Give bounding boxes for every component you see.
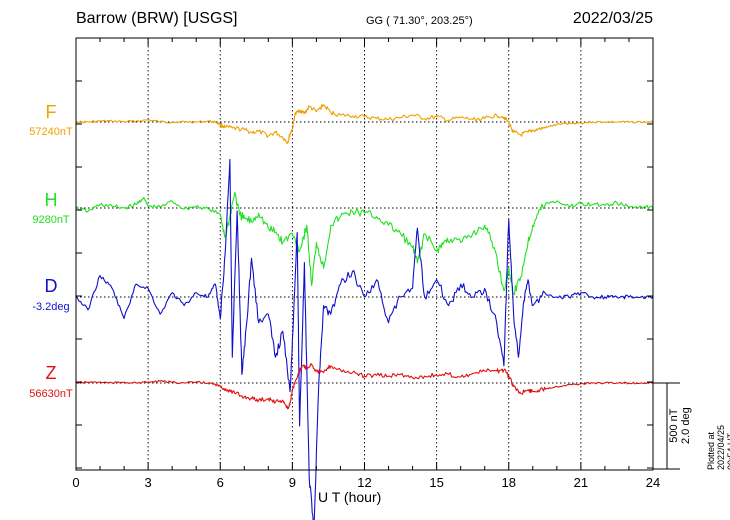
- frame-layer: [75, 37, 680, 471]
- x-tick-label-12: 12: [357, 475, 372, 490]
- series-line-d: [75, 158, 654, 520]
- grid-layer: [76, 38, 653, 470]
- x-tick-label-6: 6: [216, 475, 224, 490]
- baseline-label-d: -3.2deg: [32, 301, 70, 313]
- x-tick-label-15: 15: [429, 475, 444, 490]
- baseline-label-z: 56630nT: [29, 388, 73, 400]
- station-title: Barrow (BRW) [USGS]: [76, 10, 238, 27]
- scale-bar-label: 500 nT 2.0 deg: [668, 407, 692, 444]
- x-axis-label: U T (hour): [318, 489, 382, 505]
- plotted-timestamp: Plotted at 2022/04/25 00:54 UT: [706, 424, 730, 470]
- series-line-f: [75, 103, 654, 145]
- date-label: 2022/03/25: [572, 10, 653, 27]
- baseline-label-h: 9280nT: [32, 214, 70, 226]
- coordinates-label: GG ( 71.30°, 203.25°): [366, 15, 473, 27]
- series-layer: [75, 103, 654, 520]
- scale-deg-label: 2.0 deg: [680, 407, 692, 444]
- baseline-label-f: 57240nT: [29, 126, 73, 138]
- series-label-d: D: [44, 276, 58, 296]
- series-label-z: Z: [45, 363, 57, 383]
- series-label-f: F: [45, 102, 57, 122]
- series-label-h: H: [44, 190, 58, 210]
- x-tick-label-24: 24: [645, 475, 661, 490]
- x-tick-label-3: 3: [144, 475, 152, 490]
- x-tick-label-18: 18: [501, 475, 516, 490]
- scale-nt-label: 500 nT: [668, 408, 680, 443]
- x-tick-label-9: 9: [288, 475, 296, 490]
- x-tick-label-0: 0: [72, 475, 80, 490]
- series-line-h: [75, 191, 654, 296]
- series-line-z: [75, 363, 654, 410]
- x-tick-label-21: 21: [573, 475, 589, 490]
